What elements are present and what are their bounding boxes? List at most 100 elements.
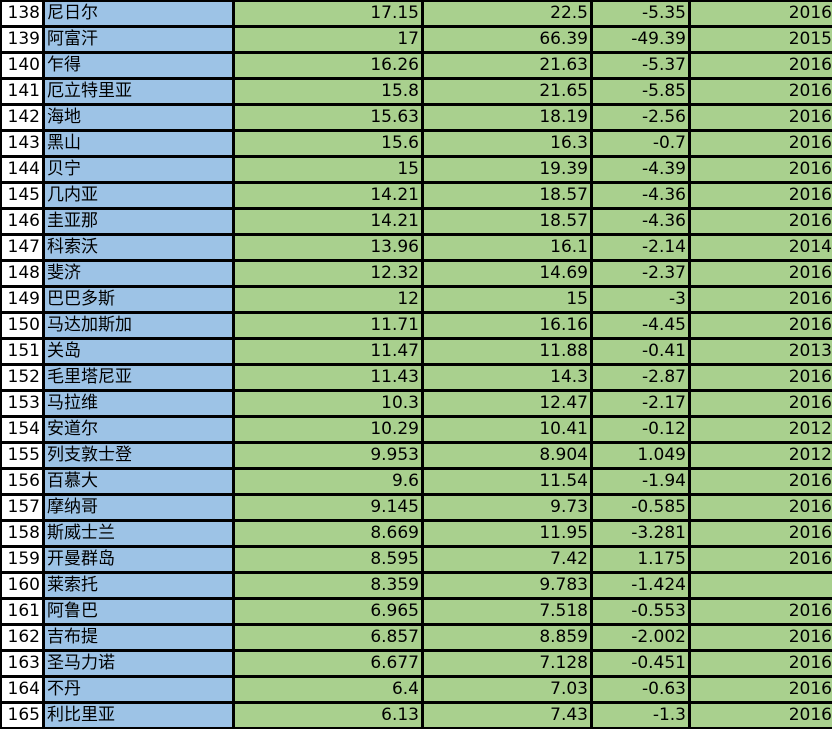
row-number[interactable]: 149 bbox=[2, 288, 42, 311]
difference-cell[interactable]: -5.85 bbox=[593, 80, 688, 103]
difference-cell[interactable]: -0.451 bbox=[593, 652, 688, 675]
difference-cell[interactable]: -3.281 bbox=[593, 522, 688, 545]
row-number[interactable]: 142 bbox=[2, 106, 42, 129]
value-cell-2[interactable]: 18.19 bbox=[424, 106, 590, 129]
difference-cell[interactable]: -0.41 bbox=[593, 340, 688, 363]
country-name-cell[interactable]: 圣马力诺 bbox=[45, 652, 232, 675]
year-cell[interactable]: 2014 bbox=[691, 236, 832, 259]
row-number[interactable]: 162 bbox=[2, 626, 42, 649]
country-name-cell[interactable]: 关岛 bbox=[45, 340, 232, 363]
value-cell-1[interactable]: 10.29 bbox=[235, 418, 421, 441]
value-cell-1[interactable]: 14.21 bbox=[235, 184, 421, 207]
value-cell-1[interactable]: 8.595 bbox=[235, 548, 421, 571]
difference-cell[interactable]: -0.7 bbox=[593, 132, 688, 155]
value-cell-2[interactable]: 21.63 bbox=[424, 54, 590, 77]
value-cell-1[interactable]: 12 bbox=[235, 288, 421, 311]
difference-cell[interactable]: 1.049 bbox=[593, 444, 688, 467]
value-cell-2[interactable]: 8.904 bbox=[424, 444, 590, 467]
row-number[interactable]: 150 bbox=[2, 314, 42, 337]
difference-cell[interactable]: -0.553 bbox=[593, 600, 688, 623]
value-cell-2[interactable]: 21.65 bbox=[424, 80, 590, 103]
value-cell-2[interactable]: 11.95 bbox=[424, 522, 590, 545]
row-number[interactable]: 146 bbox=[2, 210, 42, 233]
difference-cell[interactable]: -4.36 bbox=[593, 210, 688, 233]
country-name-cell[interactable]: 厄立特里亚 bbox=[45, 80, 232, 103]
country-name-cell[interactable]: 几内亚 bbox=[45, 184, 232, 207]
row-number[interactable]: 145 bbox=[2, 184, 42, 207]
value-cell-1[interactable]: 9.953 bbox=[235, 444, 421, 467]
difference-cell[interactable]: -2.002 bbox=[593, 626, 688, 649]
value-cell-2[interactable]: 9.73 bbox=[424, 496, 590, 519]
value-cell-1[interactable]: 6.13 bbox=[235, 704, 421, 727]
value-cell-2[interactable]: 7.42 bbox=[424, 548, 590, 571]
year-cell[interactable]: 2016 bbox=[691, 106, 832, 129]
year-cell[interactable]: 2016 bbox=[691, 314, 832, 337]
year-cell[interactable]: 2012 bbox=[691, 444, 832, 467]
country-name-cell[interactable]: 马达加斯加 bbox=[45, 314, 232, 337]
value-cell-1[interactable]: 15 bbox=[235, 158, 421, 181]
row-number[interactable]: 154 bbox=[2, 418, 42, 441]
country-name-cell[interactable]: 安道尔 bbox=[45, 418, 232, 441]
value-cell-1[interactable]: 6.677 bbox=[235, 652, 421, 675]
country-name-cell[interactable]: 摩纳哥 bbox=[45, 496, 232, 519]
row-number[interactable]: 147 bbox=[2, 236, 42, 259]
year-cell[interactable]: 2016 bbox=[691, 132, 832, 155]
country-name-cell[interactable]: 开曼群岛 bbox=[45, 548, 232, 571]
difference-cell[interactable]: -4.36 bbox=[593, 184, 688, 207]
value-cell-2[interactable]: 11.88 bbox=[424, 340, 590, 363]
year-cell[interactable]: 2016 bbox=[691, 184, 832, 207]
country-name-cell[interactable]: 列支敦士登 bbox=[45, 444, 232, 467]
year-cell[interactable]: 2016 bbox=[691, 600, 832, 623]
year-cell[interactable]: 2016 bbox=[691, 496, 832, 519]
value-cell-2[interactable]: 16.16 bbox=[424, 314, 590, 337]
value-cell-2[interactable]: 16.1 bbox=[424, 236, 590, 259]
value-cell-1[interactable]: 11.43 bbox=[235, 366, 421, 389]
row-number[interactable]: 157 bbox=[2, 496, 42, 519]
row-number[interactable]: 151 bbox=[2, 340, 42, 363]
value-cell-1[interactable]: 9.6 bbox=[235, 470, 421, 493]
year-cell[interactable]: 2016 bbox=[691, 678, 832, 701]
year-cell[interactable]: 2016 bbox=[691, 54, 832, 77]
year-cell[interactable]: 2016 bbox=[691, 704, 832, 727]
value-cell-1[interactable]: 15.63 bbox=[235, 106, 421, 129]
country-name-cell[interactable]: 莱索托 bbox=[45, 574, 232, 597]
country-name-cell[interactable]: 科索沃 bbox=[45, 236, 232, 259]
country-name-cell[interactable]: 利比里亚 bbox=[45, 704, 232, 727]
country-name-cell[interactable]: 巴巴多斯 bbox=[45, 288, 232, 311]
value-cell-2[interactable]: 7.518 bbox=[424, 600, 590, 623]
value-cell-2[interactable]: 16.3 bbox=[424, 132, 590, 155]
value-cell-2[interactable]: 18.57 bbox=[424, 184, 590, 207]
value-cell-1[interactable]: 11.71 bbox=[235, 314, 421, 337]
value-cell-2[interactable]: 7.03 bbox=[424, 678, 590, 701]
country-name-cell[interactable]: 贝宁 bbox=[45, 158, 232, 181]
row-number[interactable]: 163 bbox=[2, 652, 42, 675]
year-cell[interactable]: 2016 bbox=[691, 522, 832, 545]
difference-cell[interactable]: 1.175 bbox=[593, 548, 688, 571]
country-name-cell[interactable]: 阿鲁巴 bbox=[45, 600, 232, 623]
value-cell-2[interactable]: 22.5 bbox=[424, 2, 590, 25]
country-name-cell[interactable]: 吉布提 bbox=[45, 626, 232, 649]
difference-cell[interactable]: -2.37 bbox=[593, 262, 688, 285]
value-cell-2[interactable]: 7.43 bbox=[424, 704, 590, 727]
row-number[interactable]: 156 bbox=[2, 470, 42, 493]
year-cell[interactable]: 2016 bbox=[691, 262, 832, 285]
difference-cell[interactable]: -0.63 bbox=[593, 678, 688, 701]
year-cell[interactable]: 2016 bbox=[691, 210, 832, 233]
difference-cell[interactable]: -1.94 bbox=[593, 470, 688, 493]
row-number[interactable]: 164 bbox=[2, 678, 42, 701]
year-cell[interactable]: 2016 bbox=[691, 470, 832, 493]
row-number[interactable]: 140 bbox=[2, 54, 42, 77]
row-number[interactable]: 160 bbox=[2, 574, 42, 597]
row-number[interactable]: 158 bbox=[2, 522, 42, 545]
country-name-cell[interactable]: 圭亚那 bbox=[45, 210, 232, 233]
year-cell[interactable]: 2016 bbox=[691, 158, 832, 181]
row-number[interactable]: 139 bbox=[2, 28, 42, 51]
country-name-cell[interactable]: 尼日尔 bbox=[45, 2, 232, 25]
value-cell-1[interactable]: 15.6 bbox=[235, 132, 421, 155]
country-name-cell[interactable]: 阿富汗 bbox=[45, 28, 232, 51]
row-number[interactable]: 144 bbox=[2, 158, 42, 181]
value-cell-2[interactable]: 19.39 bbox=[424, 158, 590, 181]
year-cell[interactable]: 2016 bbox=[691, 392, 832, 415]
value-cell-1[interactable]: 10.3 bbox=[235, 392, 421, 415]
year-cell[interactable]: 2013 bbox=[691, 340, 832, 363]
